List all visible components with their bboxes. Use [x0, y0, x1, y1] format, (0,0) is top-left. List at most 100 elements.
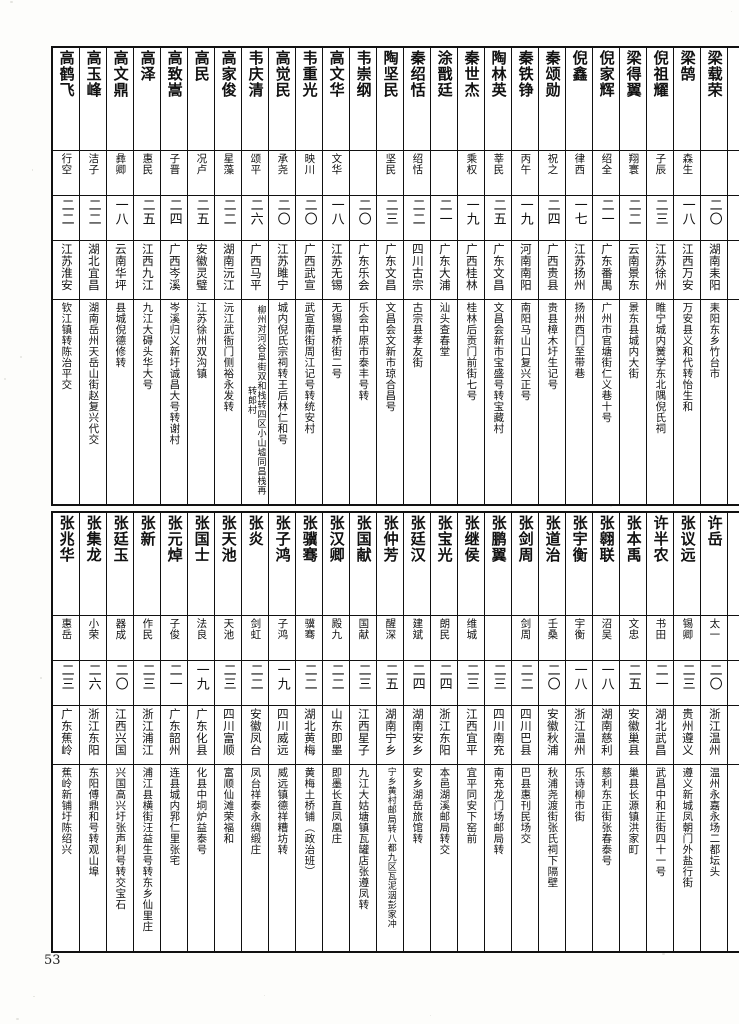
cell-text-address: 贵县樟木圩生记号 — [546, 302, 559, 390]
paper-speck — [39, 676, 42, 679]
cell-origin: 湖南耒阳 — [700, 240, 728, 300]
cell-age: 二五 — [484, 195, 512, 241]
cell-name: 许岳 — [700, 511, 728, 616]
cell-text-alias: 器成 — [114, 618, 127, 640]
cell-text-origin: 广东文昌 — [383, 243, 398, 291]
cell-text-age: 二二 — [625, 198, 641, 226]
cell-age: 一九 — [268, 660, 296, 706]
cell-text-alias: 星藻 — [222, 153, 235, 175]
cell-text-name: 张元焯 — [165, 515, 184, 563]
cell-text-origin: 四川巴县 — [518, 708, 533, 756]
cell-text-name: 张继侯 — [462, 515, 481, 563]
cell-origin: 广东文昌 — [484, 240, 512, 300]
cell-text-alias: 剑周 — [519, 618, 532, 640]
cell-text-name: 韦崇纲 — [354, 50, 373, 98]
cell-text-origin: 湖南宁乡 — [383, 708, 398, 756]
cell-address: 湖南岳州天岳山街赵复兴代交 — [79, 299, 107, 506]
cell-alias: 剑周 — [511, 615, 539, 661]
cell-text-address: 兴国高兴圩张声利号转交宝石 — [114, 767, 127, 910]
cell-alias: 彝卿 — [106, 150, 134, 196]
cell-address: 文昌会文新市琼合昌号 — [376, 299, 404, 506]
cell-address: 扬州西门至带巷 — [565, 299, 593, 506]
cell-alias: 宇衡 — [565, 615, 593, 661]
cell-origin: 四川巴县 — [511, 705, 539, 765]
roster-row-address: 通讯处温州永嘉永场二都坛头 遵义新城凤朝门外盐行街 武昌中和正街四十一号 巢县长源镇洪… — [51, 764, 739, 953]
cell-text-alias: 惠岳 — [60, 618, 73, 640]
cell-age: 二五 — [133, 195, 161, 241]
cell-text-age: 一九 — [463, 198, 479, 226]
cell-text-origin: 浙江温州 — [707, 708, 722, 756]
cell-text-alias: 宇衡 — [573, 618, 586, 640]
cell-text-origin: 云南景东 — [626, 243, 641, 291]
cell-text-alias: 作民 — [141, 618, 154, 640]
cell-origin: 云南景东 — [619, 240, 647, 300]
cell-name: 倪鑫 — [565, 46, 593, 151]
cell-age: 二二 — [403, 195, 431, 241]
cell-name: 倪祖耀 — [646, 46, 674, 151]
cell-origin: 江西万安 — [673, 240, 701, 300]
cell-text-age: 一八 — [112, 198, 128, 226]
cell-alias: 星藻 — [214, 150, 242, 196]
cell-name: 高家俊 — [214, 46, 242, 151]
cell-age: 一八 — [592, 660, 620, 706]
cell-text-alias: 国献 — [357, 618, 370, 640]
cell-alias: 子鸿 — [268, 615, 296, 661]
cell-name: 高致嵩 — [160, 46, 188, 151]
cell-origin: 江西星子 — [349, 705, 377, 765]
cell-origin: 广东大浦 — [430, 240, 458, 300]
cell-text-origin: 安徽巢县 — [626, 708, 641, 756]
cell-alias: 行空 — [51, 150, 80, 196]
cell-alias: 律西 — [565, 150, 593, 196]
cell-text-address: 东阳傅鼎和号转观山埠 — [87, 767, 100, 877]
cell-text-age: 二〇 — [544, 663, 560, 691]
cell-name: 陶坚民 — [376, 46, 404, 151]
cell-name: 张骥骞 — [295, 511, 323, 616]
cell-alias: 文忠 — [619, 615, 647, 661]
cell-text-alias: 行空 — [60, 153, 73, 175]
row-header-address: 通讯处 — [727, 764, 739, 953]
cell-text-alias: 朗民 — [438, 618, 451, 640]
cell-text-address: 广州市官塘街仁义巷十号 — [600, 302, 613, 423]
cell-text-age: 一八 — [679, 198, 695, 226]
cell-text-address: 城内倪氏宗祠转王后林仁和号 — [276, 302, 289, 445]
cell-name: 张天池 — [214, 511, 242, 616]
cell-text-age: 二二 — [328, 663, 344, 691]
cell-alias: 翔寰 — [619, 150, 647, 196]
cell-text-address: 钦江镇转陈治平交 — [60, 302, 73, 390]
cell-text-age: 二四 — [544, 198, 560, 226]
cell-text-origin: 广东韶州 — [167, 708, 182, 756]
cell-text-address: 九江大姑塘镇瓦罐店张遵凤转 — [357, 767, 370, 910]
cell-address: 耒阳东乡竹台市 — [700, 299, 728, 506]
cell-age: 二三 — [484, 660, 512, 706]
cell-text-origin: 湖南安乡 — [410, 708, 425, 756]
cell-alias: 剑虹 — [241, 615, 269, 661]
cell-age: 二五 — [619, 660, 647, 706]
cell-text-alias: 子鸿 — [276, 618, 289, 640]
cell-text-name: 张兆华 — [57, 515, 76, 563]
cell-text-address: 巴县惠刊民场交 — [519, 767, 532, 844]
cell-address: 九江大碍头华大号 — [133, 299, 161, 506]
cell-text-address: 富顺仙滩荣福和 — [222, 767, 235, 844]
cell-text-name: 梁得翼 — [624, 50, 643, 98]
cell-origin: 山东即墨 — [322, 705, 350, 765]
cell-origin: 湖北武昌 — [646, 705, 674, 765]
cell-alias — [484, 615, 512, 661]
cell-text-address: 化县中垌炉益泰号 — [195, 767, 208, 855]
cell-age: 二〇 — [700, 660, 728, 706]
cell-text-address: 耒阳东乡竹台市 — [708, 302, 721, 379]
cell-origin: 广东蕉岭 — [51, 705, 80, 765]
cell-address: 蕉岭新铺圩陈绍兴 — [51, 764, 80, 953]
cell-origin: 安徽秋浦 — [538, 705, 566, 765]
cell-text-address: 睢宁城内黉学东北隅倪氏祠 — [654, 302, 667, 434]
paper-speck — [662, 952, 665, 956]
cell-text-age: 二三 — [679, 663, 695, 691]
cell-text-age: 二五 — [625, 663, 641, 691]
cell-name: 张汉卿 — [322, 511, 350, 616]
cell-age: 二二 — [511, 660, 539, 706]
cell-text-address: 温州永嘉永场二都坛头 — [708, 767, 721, 877]
cell-address: 县城倪德修转 — [106, 299, 134, 506]
cell-name: 秦铁铮 — [511, 46, 539, 151]
cell-origin: 湖南宁乡 — [376, 705, 404, 765]
roster-row-address: 通讯处耒阳东乡竹台市 万安县义和代转怡生和 睢宁城内黉学东北隅倪氏祠 景东县城内大街 广… — [51, 299, 739, 506]
cell-text-address: 江苏徐州双沟镇 — [195, 302, 208, 379]
